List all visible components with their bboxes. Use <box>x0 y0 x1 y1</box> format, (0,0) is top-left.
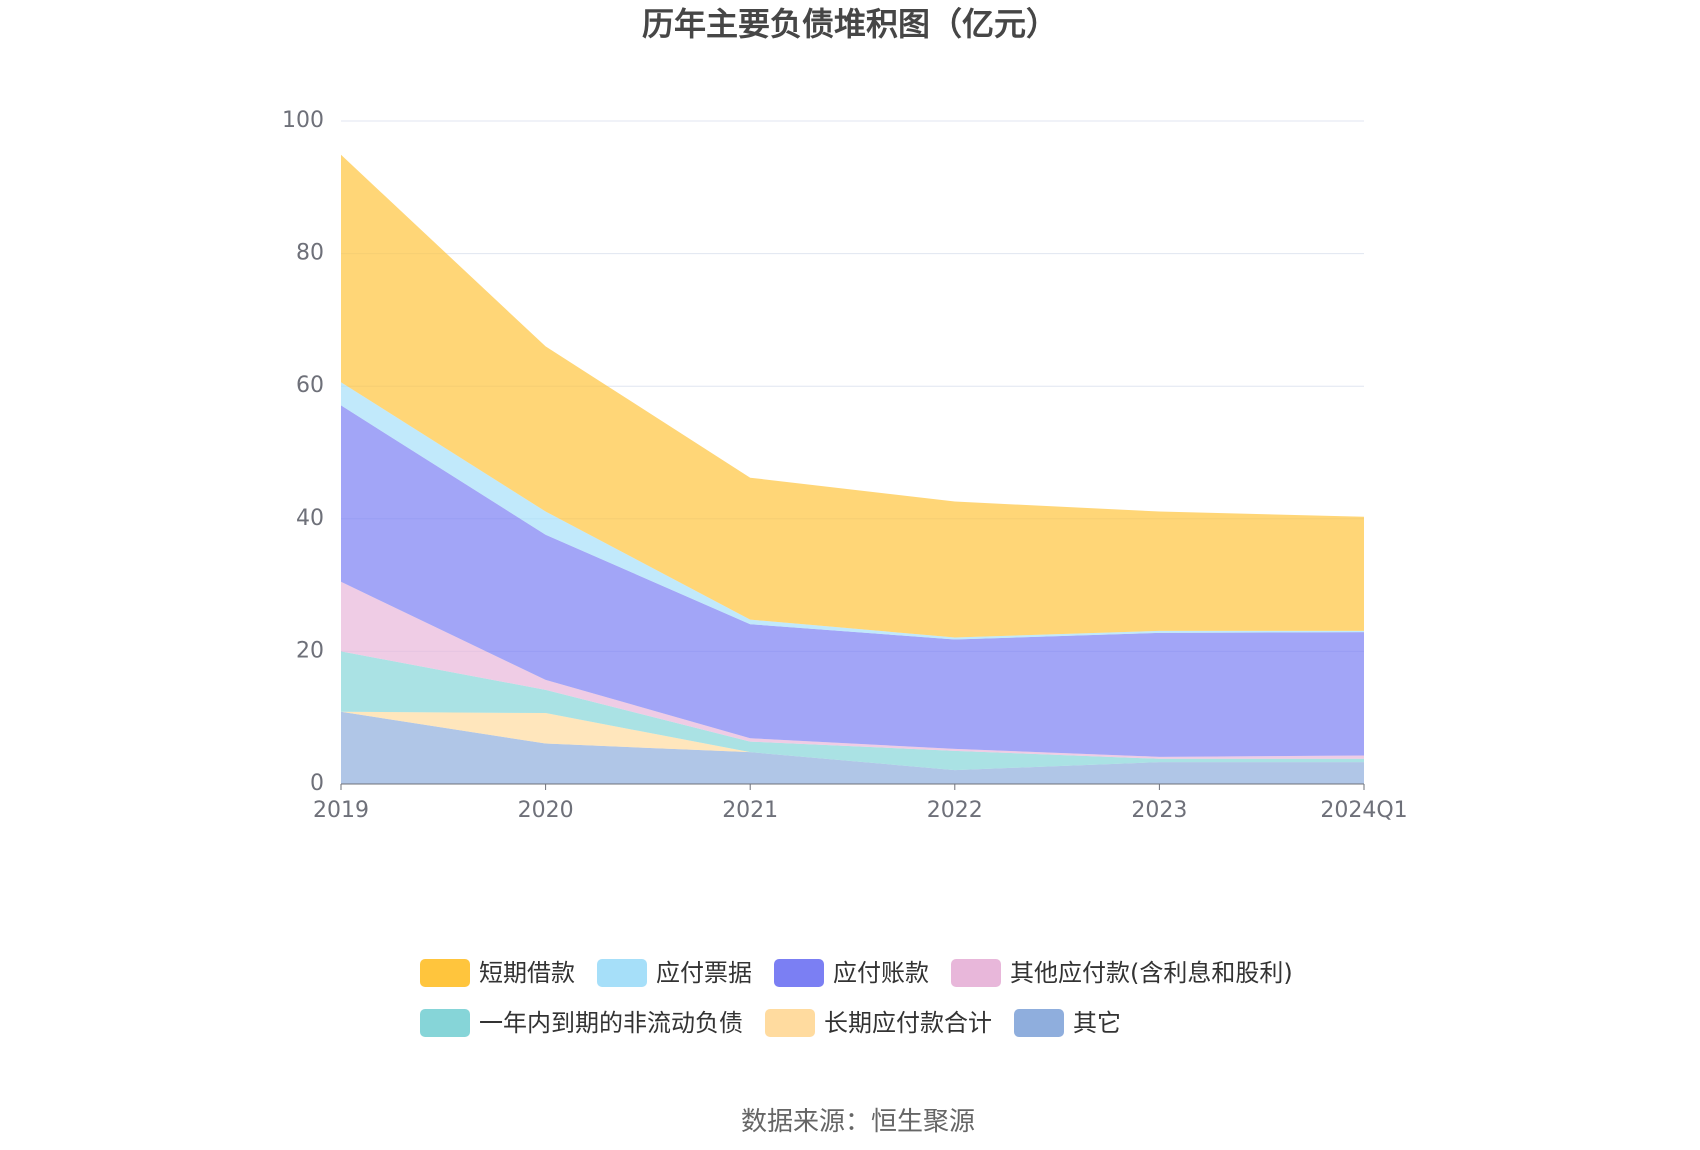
x-tick-label: 2020 <box>518 798 574 823</box>
legend-row-1: 短期借款 应付票据 应付账款 其他应付款(含利息和股利) <box>420 958 1315 988</box>
chart-title: 历年主要负债堆积图（亿元） <box>641 5 1058 43</box>
legend-label: 其它 <box>1073 1009 1121 1037</box>
x-tick-label: 2024Q1 <box>1320 798 1407 823</box>
area-long-term-payables <box>341 711 1364 771</box>
legend-swatch <box>765 1009 815 1037</box>
legend-item-accounts-payable[interactable]: 应付账款 <box>774 958 929 988</box>
legend-label: 一年内到期的非流动负债 <box>479 1009 743 1037</box>
legend-item-other-payables[interactable]: 其他应付款(含利息和股利) <box>951 958 1293 988</box>
y-tick-label: 20 <box>296 638 324 663</box>
legend-item-others[interactable]: 其它 <box>1014 1008 1121 1038</box>
legend-swatch <box>597 959 647 987</box>
y-tick-label: 60 <box>296 373 324 398</box>
area-short-term-loans <box>341 154 1364 638</box>
x-tick-label: 2022 <box>927 798 983 823</box>
area-accounts-payable <box>341 405 1364 757</box>
legend-swatch <box>420 1009 470 1037</box>
legend-swatch <box>1014 1009 1064 1037</box>
legend-swatch <box>951 959 1001 987</box>
legend-label: 长期应付款合计 <box>824 1009 992 1037</box>
legend-swatch <box>420 959 470 987</box>
y-tick-label: 80 <box>296 241 324 266</box>
source-note: 数据来源：恒生聚源 <box>740 1107 975 1137</box>
legend-item-current-noncurrent-liabilities[interactable]: 一年内到期的非流动负债 <box>420 1008 743 1038</box>
area-current-portion-noncurrent-liabilities <box>341 651 1364 771</box>
legend-label: 其他应付款(含利息和股利) <box>1010 959 1293 987</box>
y-tick-label: 0 <box>310 771 324 796</box>
y-tick-label: 40 <box>296 506 324 531</box>
area-series <box>341 154 1364 784</box>
x-tick-label: 2019 <box>313 798 369 823</box>
legend-label: 短期借款 <box>479 959 575 987</box>
legend-row-2: 一年内到期的非流动负债 长期应付款合计 其它 <box>420 1008 1315 1038</box>
legend-item-long-term-payables[interactable]: 长期应付款合计 <box>765 1008 992 1038</box>
legend: 短期借款 应付票据 应付账款 其他应付款(含利息和股利) 一年内到期的非流动负债… <box>420 958 1315 1058</box>
stacked-area-chart: 0 20 40 60 80 100 2019 2020 2021 2022 2023 2024Q1 <box>282 108 1408 823</box>
x-tick-label: 2021 <box>722 798 778 823</box>
y-tick-label: 100 <box>282 108 324 133</box>
x-tick-label: 2023 <box>1131 798 1187 823</box>
axes: 0 20 40 60 80 100 2019 2020 2021 2022 2023 2024Q1 <box>282 108 1408 823</box>
area-others <box>341 711 1364 784</box>
legend-label: 应付票据 <box>656 959 752 987</box>
legend-item-short-term-loans[interactable]: 短期借款 <box>420 958 575 988</box>
legend-swatch <box>774 959 824 987</box>
legend-item-notes-payable[interactable]: 应付票据 <box>597 958 752 988</box>
legend-label: 应付账款 <box>833 959 929 987</box>
